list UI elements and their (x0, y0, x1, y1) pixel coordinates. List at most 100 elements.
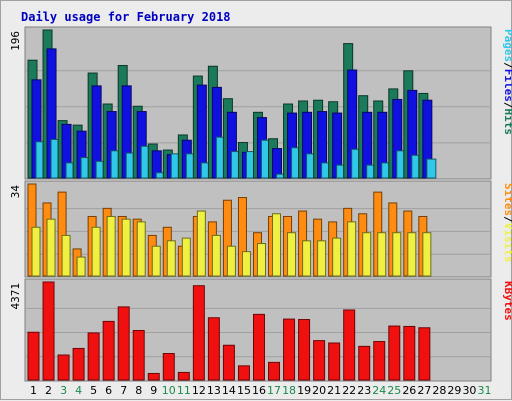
x-tick-label: 31 (477, 384, 491, 397)
x-tick-label: 13 (207, 384, 221, 397)
panel-1: 196 Pages/Files/Hits (9, 26, 512, 180)
x-tick-label: 5 (90, 384, 97, 397)
bar-visits-day-22 (347, 221, 357, 277)
bar-visits-day-27 (422, 232, 432, 277)
x-tick-label: 7 (120, 384, 127, 397)
bar-kbytes-day-12 (192, 285, 205, 381)
y-legend: Sites/Visits (502, 183, 512, 263)
bar-visits-day-17 (272, 213, 282, 277)
bar-visits-day-13 (211, 234, 221, 277)
panel-3: 4371 KBytes (9, 278, 512, 382)
x-tick-label: 29 (447, 384, 461, 397)
bar-visits-day-16 (256, 243, 266, 277)
y-legend: KBytes (502, 281, 512, 321)
bar-kbytes-day-1 (27, 331, 40, 381)
x-tick-label: 2 (45, 384, 52, 397)
x-tick-label: 22 (342, 384, 356, 397)
bar-kbytes-day-26 (403, 325, 416, 381)
bar-kbytes-day-27 (418, 327, 431, 381)
bar-kbytes-day-8 (132, 329, 145, 381)
bar-kbytes-day-10 (162, 352, 175, 381)
x-tick-label: 8 (135, 384, 142, 397)
bar-kbytes-day-22 (343, 309, 356, 381)
x-tick-label: 27 (417, 384, 431, 397)
x-tick-label: 21 (327, 384, 341, 397)
x-tick-label: 24 (372, 384, 386, 397)
bar-visits-day-25 (392, 232, 402, 277)
x-tick-label: 20 (312, 384, 326, 397)
x-tick-label: 14 (222, 384, 236, 397)
bar-pages-day-27 (426, 158, 437, 179)
bar-kbytes-day-2 (42, 281, 55, 381)
x-tick-label: 25 (387, 384, 401, 397)
bar-visits-day-11 (181, 237, 191, 277)
bar-visits-day-14 (226, 245, 236, 277)
y-max-label: 196 (9, 31, 22, 51)
bar-kbytes-day-17 (268, 361, 281, 381)
x-tick-label: 16 (252, 384, 266, 397)
bar-kbytes-day-4 (72, 347, 85, 381)
bar-visits-day-10 (166, 240, 176, 277)
bar-visits-day-6 (106, 215, 116, 277)
bar-kbytes-day-15 (237, 365, 250, 381)
chart-panels: 196 Pages/Files/Hits 34 Sites/Visits 4371 KBy… (9, 26, 512, 382)
x-tick-label: 11 (177, 384, 191, 397)
bar-kbytes-day-14 (222, 344, 235, 381)
bar-kbytes-day-21 (328, 342, 341, 381)
bar-files-day-17 (272, 148, 283, 179)
panel-2: 34 Sites/Visits (9, 180, 512, 278)
bar-visits-day-26 (407, 232, 417, 277)
bar-kbytes-day-16 (252, 313, 265, 381)
x-tick-label: 10 (162, 384, 176, 397)
x-tick-label: 3 (60, 384, 67, 397)
x-tick-label: 19 (297, 384, 311, 397)
y-legend: Pages/Files/Hits (502, 29, 512, 135)
bar-visits-day-7 (121, 218, 131, 277)
y-max-label: 34 (9, 185, 22, 199)
bar-kbytes-day-24 (373, 341, 386, 381)
bar-visits-day-20 (317, 240, 327, 277)
x-tick-label: 1 (30, 384, 37, 397)
bar-visits-day-8 (136, 221, 146, 277)
bar-visits-day-1 (31, 226, 41, 277)
bar-visits-day-15 (241, 251, 251, 277)
bar-kbytes-day-5 (87, 332, 100, 381)
x-tick-label: 15 (237, 384, 251, 397)
x-tick-label: 23 (357, 384, 371, 397)
bar-visits-day-18 (287, 232, 297, 277)
x-tick-label: 28 (432, 384, 446, 397)
bar-kbytes-day-11 (177, 371, 190, 381)
bar-kbytes-day-7 (117, 306, 130, 381)
x-tick-label: 12 (192, 384, 206, 397)
bar-kbytes-day-25 (388, 325, 401, 381)
x-tick-label: 26 (402, 384, 416, 397)
bar-kbytes-day-23 (358, 345, 371, 381)
x-tick-label: 30 (462, 384, 476, 397)
bar-visits-day-4 (76, 256, 86, 277)
bar-visits-day-19 (302, 240, 312, 277)
bar-visits-day-23 (362, 232, 372, 277)
y-max-label: 4371 (9, 283, 22, 310)
x-tick-label: 6 (105, 384, 112, 397)
bar-kbytes-day-6 (102, 320, 115, 381)
chart-title: Daily usage for February 2018 (21, 10, 231, 24)
bar-visits-day-21 (332, 237, 342, 277)
bar-kbytes-day-18 (283, 318, 296, 381)
bar-visits-day-2 (46, 218, 56, 277)
x-tick-label: 18 (282, 384, 296, 397)
bar-visits-day-3 (61, 234, 71, 277)
bar-kbytes-day-3 (57, 354, 70, 381)
bar-kbytes-day-20 (313, 340, 326, 381)
x-axis-labels: 1 2 3 4 5 6 7 8 9 10 11 12 13 14 15 16 17 18 19 20 21 22 23 24 2… (30, 384, 491, 397)
bar-visits-day-24 (377, 232, 387, 277)
bar-kbytes-day-13 (207, 317, 220, 381)
x-tick-label: 9 (150, 384, 157, 397)
bar-visits-day-9 (151, 245, 161, 277)
x-tick-label: 17 (267, 384, 281, 397)
bar-visits-day-12 (196, 210, 206, 277)
bar-visits-day-5 (91, 226, 101, 277)
bar-kbytes-day-19 (298, 319, 311, 381)
bar-kbytes-day-9 (147, 372, 160, 381)
